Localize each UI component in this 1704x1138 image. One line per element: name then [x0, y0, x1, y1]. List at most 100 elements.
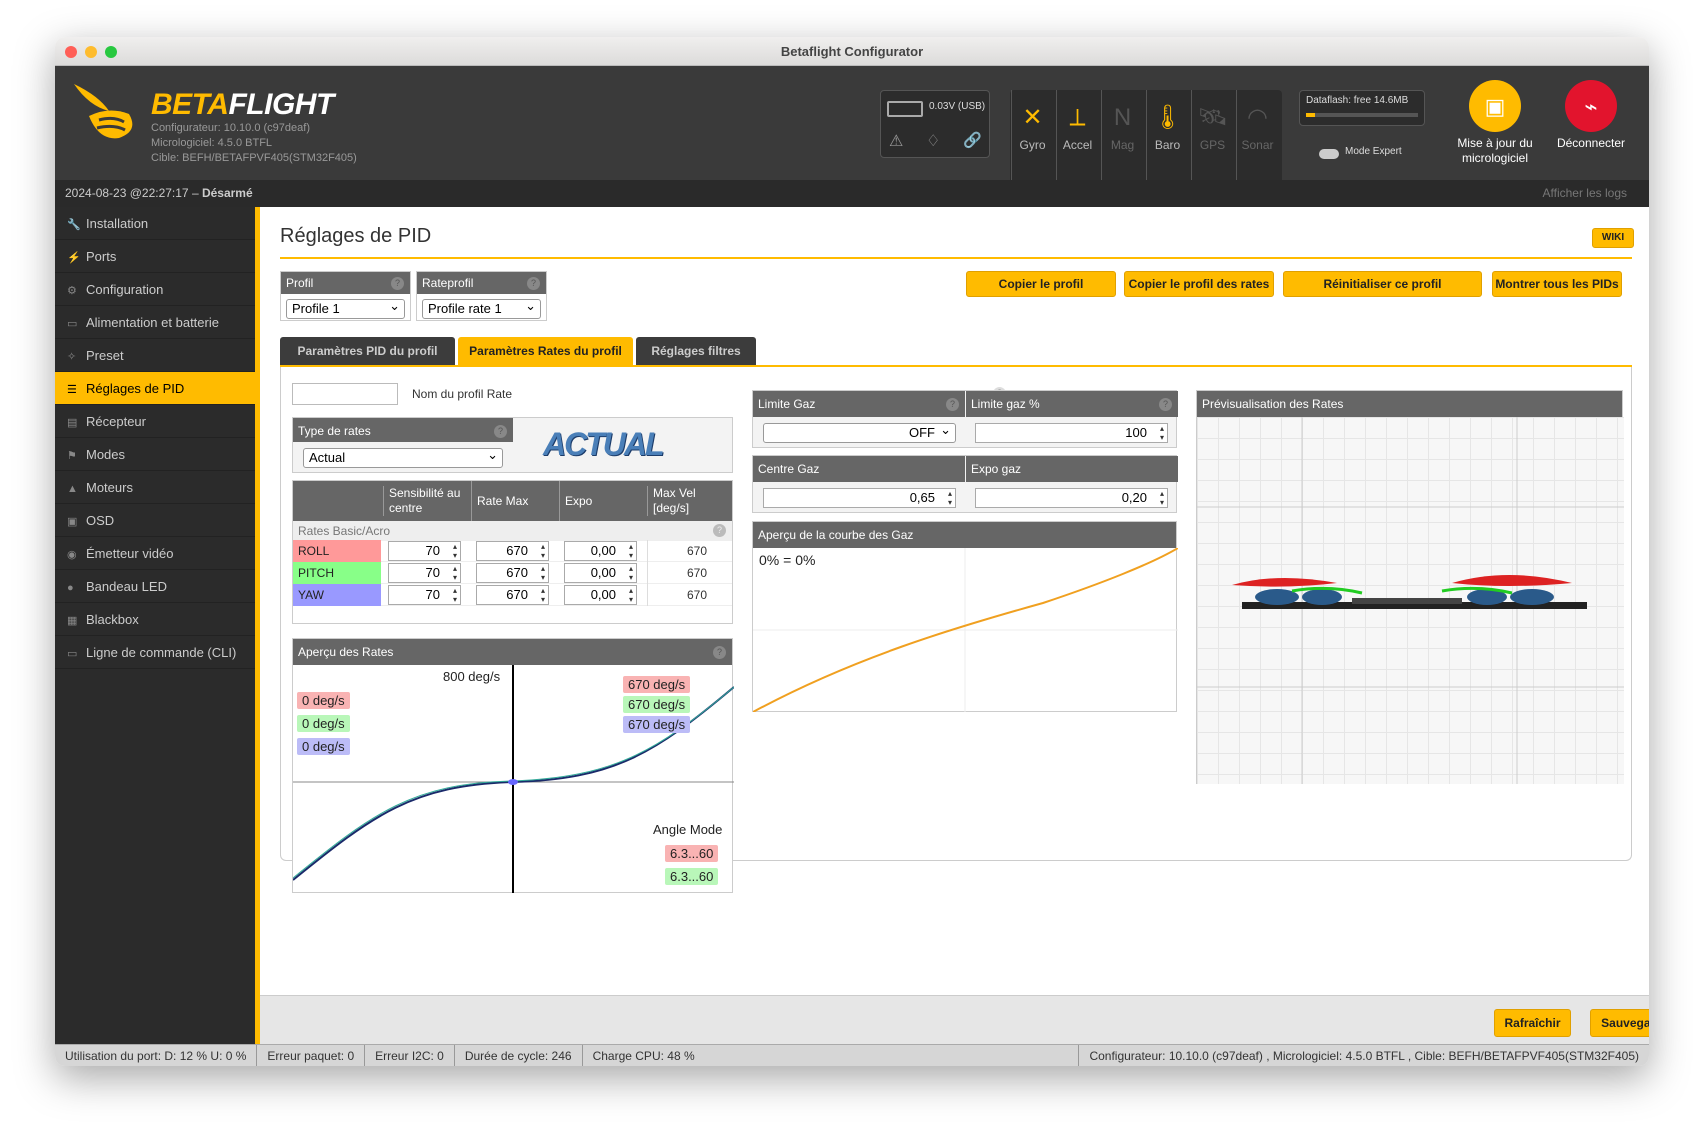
- firmware-update-button[interactable]: ▣ Mise à jour du micrologiciel: [1445, 80, 1545, 166]
- throttle-expo-input[interactable]: 0,20: [975, 488, 1168, 508]
- modes-icon: ⚑: [67, 450, 77, 462]
- max-rate-input[interactable]: 670: [476, 585, 549, 605]
- wiki-button[interactable]: WIKI: [1592, 228, 1634, 248]
- title-bar: Betaflight Configurator: [55, 37, 1649, 66]
- throttle-limit-box: Limite Gaz? Limite gaz %? OFF 100: [752, 390, 1178, 448]
- yaw-center-label: 0 deg/s: [297, 738, 350, 755]
- close-window-button[interactable]: [65, 46, 77, 58]
- sidebar-item-osd[interactable]: ▣ OSD: [55, 504, 255, 537]
- sidebar-item-ports[interactable]: ⚡ Ports: [55, 240, 255, 273]
- copy-profile-button[interactable]: Copier le profil: [966, 271, 1116, 297]
- motor-icon: ▲: [67, 483, 78, 495]
- terminal-icon: ▭: [67, 648, 78, 660]
- roll-center-label: 0 deg/s: [297, 692, 350, 709]
- profile-box: Profil? Profile 1: [280, 271, 411, 321]
- gear-icon: ⚙: [67, 285, 77, 297]
- rate-profile-name-input[interactable]: [292, 383, 398, 405]
- help-icon: ?: [1159, 398, 1172, 411]
- usb-disconnect-icon: ⌁: [1565, 80, 1617, 132]
- sidebar-item-receiver[interactable]: ▤ Récepteur: [55, 405, 255, 438]
- sidebar-item-video-tx[interactable]: ◉ Émetteur vidéo: [55, 537, 255, 570]
- throttle-curve-box: Aperçu de la courbe des Gaz 0% = 0%: [752, 521, 1178, 712]
- maximize-window-button[interactable]: [105, 46, 117, 58]
- actual-rates-logo: ACTUAL: [543, 426, 665, 462]
- rates-section-label: Rates Basic/Acro?: [293, 521, 732, 541]
- accel-icon: ⟂: [1069, 104, 1086, 131]
- expo-input[interactable]: 0,00: [564, 563, 637, 583]
- sidebar-item-cli[interactable]: ▭ Ligne de commande (CLI): [55, 636, 255, 669]
- disconnect-button[interactable]: ⌁ Déconnecter: [1551, 80, 1631, 151]
- rate-profile-name-label: Nom du profil Rate: [412, 387, 513, 401]
- reset-profile-button[interactable]: Réinitialiser ce profil: [1283, 271, 1482, 297]
- center-sensitivity-input[interactable]: 70: [388, 563, 461, 583]
- sonar-icon: ◠: [1247, 104, 1268, 131]
- gps-sensor: 🛰 GPS: [1191, 90, 1233, 186]
- osd-icon: ▣: [67, 516, 78, 528]
- help-icon: ?: [494, 425, 507, 438]
- throttle-mid-input[interactable]: 0,65: [763, 488, 956, 508]
- sidebar-item-modes[interactable]: ⚑ Modes: [55, 438, 255, 471]
- port-usage: Utilisation du port: D: 12 % U: 0 %: [55, 1045, 258, 1066]
- antenna-icon: ◉: [67, 549, 77, 561]
- center-sensitivity-input[interactable]: 70: [388, 585, 461, 605]
- sliders-icon: ☰: [67, 384, 77, 396]
- throttle-limit-select[interactable]: OFF: [763, 421, 956, 443]
- help-icon: ?: [946, 398, 959, 411]
- sidebar-item-pid-tuning[interactable]: ☰ Réglages de PID: [55, 372, 255, 405]
- battery-panel: 0.03V (USB) ⚠ ♢ 🔗: [880, 90, 990, 158]
- expo-input[interactable]: 0,00: [564, 585, 637, 605]
- max-velocity: 670: [647, 562, 707, 584]
- main-content: Réglages de PID WIKI Profil? Profile 1 R…: [260, 207, 1649, 1044]
- throttle-limit-percent-input[interactable]: 100: [975, 423, 1168, 443]
- sidebar-item-motors[interactable]: ▲ Moteurs: [55, 471, 255, 504]
- rates-preview-box: Aperçu des Rates? 800 deg/s 0 deg/s 0 de…: [292, 638, 734, 893]
- angle-mode-roll: 6.3...60: [665, 845, 719, 862]
- led-icon: ●: [67, 582, 74, 594]
- max-rate-input[interactable]: 670: [476, 563, 549, 583]
- tab-underline: [280, 365, 1632, 367]
- center-sensitivity-input[interactable]: 70: [388, 541, 461, 561]
- magic-icon: ✧: [67, 351, 77, 363]
- rate-row-roll: ROLL 70 670 0,00 670: [293, 540, 732, 562]
- max-rate-input[interactable]: 670: [476, 541, 549, 561]
- gyro-icon: ✕: [1022, 104, 1043, 131]
- rateprofile-select[interactable]: Profile rate 1: [422, 297, 541, 319]
- copy-rates-button[interactable]: Copier le profil des rates: [1124, 271, 1274, 297]
- warning-icon: ⚠: [889, 133, 904, 150]
- max-velocity: 670: [647, 584, 707, 606]
- sidebar-item-configuration[interactable]: ⚙ Configuration: [55, 273, 255, 306]
- sidebar-item-led-strip[interactable]: ● Bandeau LED: [55, 570, 255, 603]
- tab-pid-profile[interactable]: Paramètres PID du profil: [280, 337, 455, 365]
- save-button[interactable]: Sauvegarder: [1590, 1009, 1649, 1037]
- minimize-window-button[interactable]: [85, 46, 97, 58]
- roll-max-label: 670 deg/s: [623, 676, 691, 693]
- tab-filter-settings[interactable]: Réglages filtres: [636, 337, 756, 365]
- sidebar-item-blackbox[interactable]: ▦ Blackbox: [55, 603, 255, 636]
- profile-select[interactable]: Profile 1: [286, 297, 405, 319]
- help-icon: ?: [527, 277, 540, 290]
- rate-type-select[interactable]: Actual: [303, 446, 503, 468]
- link-icon[interactable]: 🔗: [963, 132, 982, 149]
- page-title: Réglages de PID: [280, 225, 432, 247]
- sidebar-item-installation[interactable]: 🔧 Installation: [55, 207, 255, 240]
- show-all-pids-button[interactable]: Montrer tous les PIDs: [1492, 271, 1622, 297]
- expert-mode-label: Mode Expert: [1345, 146, 1402, 157]
- refresh-button[interactable]: Rafraîchir: [1494, 1009, 1571, 1037]
- sidebar-item-preset[interactable]: ✧ Preset: [55, 339, 255, 372]
- tab-rate-profile[interactable]: Paramètres Rates du profil: [458, 337, 633, 365]
- expo-input[interactable]: 0,00: [564, 541, 637, 561]
- packet-error: Erreur paquet: 0: [257, 1045, 366, 1066]
- version-summary: Configurateur: 10.10.0 (c97deaf) , Micro…: [1078, 1045, 1649, 1066]
- angle-mode-pitch: 6.3...60: [665, 868, 719, 885]
- expert-mode-toggle[interactable]: [1319, 149, 1339, 159]
- throttle-mid-expo-box: Centre Gaz Expo gaz 0,65 0,20: [752, 455, 1178, 513]
- betaflight-bee-icon: [74, 84, 133, 139]
- datetime: 2024-08-23 @22:27:17 –: [65, 186, 202, 200]
- tab-panel: [280, 367, 1632, 861]
- status-footer: Utilisation du port: D: 12 % U: 0 % Erreu…: [55, 1044, 1649, 1066]
- app-window: Betaflight Configurator BETAFLIGHT Confi…: [55, 37, 1649, 1066]
- show-logs-link[interactable]: Afficher les logs: [1542, 186, 1628, 200]
- baro-icon: 🌡: [1152, 104, 1183, 131]
- sidebar-item-power[interactable]: ▭ Alimentation et batterie: [55, 306, 255, 339]
- battery-voltage: 0.03V (USB): [929, 101, 986, 112]
